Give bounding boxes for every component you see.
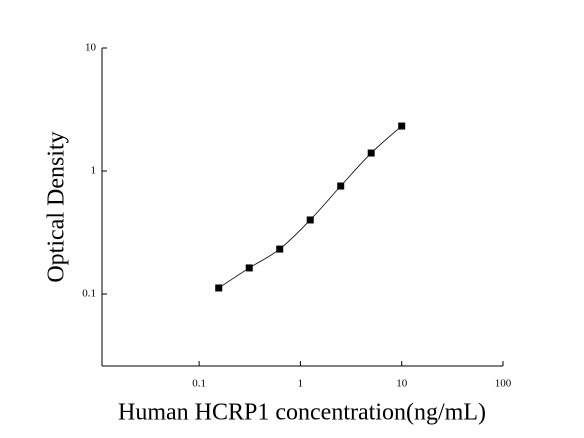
data-point bbox=[245, 264, 253, 272]
data-point bbox=[306, 216, 314, 224]
x-tick-label: 1 bbox=[298, 378, 304, 390]
x-tick-label: 0.1 bbox=[192, 378, 206, 390]
y-axis-label: Optical Density bbox=[44, 131, 70, 282]
y-tick-label: 10 bbox=[85, 42, 97, 54]
x-tick-label: 100 bbox=[495, 378, 512, 390]
data-point bbox=[367, 149, 375, 157]
data-point bbox=[398, 122, 406, 130]
y-tick-label: 0.1 bbox=[82, 288, 96, 300]
y-tick-label: 1 bbox=[91, 165, 97, 177]
data-point bbox=[276, 245, 284, 253]
x-axis-label: Human HCRP1 concentration(ng/mL) bbox=[118, 400, 486, 426]
data-point bbox=[215, 284, 223, 292]
data-point bbox=[337, 182, 345, 190]
x-tick-label: 10 bbox=[396, 378, 408, 390]
